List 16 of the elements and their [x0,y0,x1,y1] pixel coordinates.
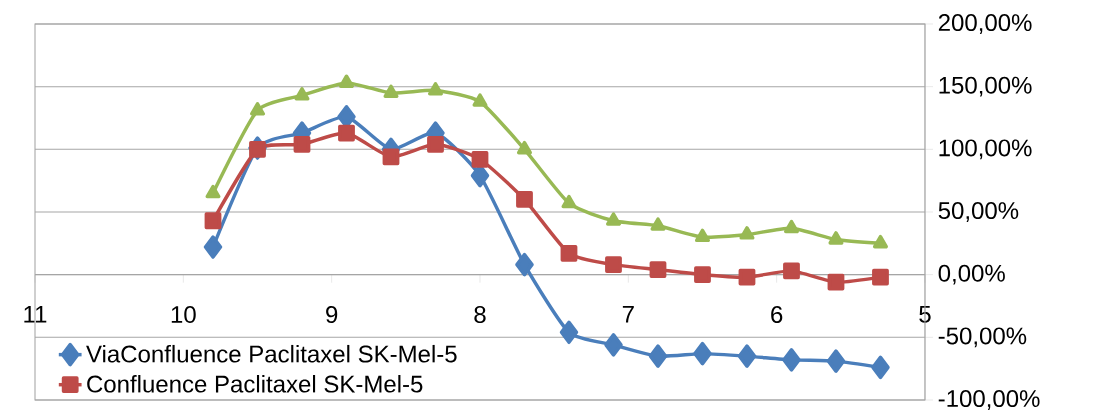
y-tick-label: 150,00% [939,76,1032,97]
y-tick-label: 50,00% [938,202,1019,222]
x-tick-label: 9 [326,306,338,324]
legend-label: ViaConfluence Paclitaxel SK-Mel-5 [86,344,457,363]
y-tick-label: 0,00% [938,264,1005,285]
legend-label: Confluence Paclitaxel SK-Mel-5 [87,374,423,393]
y-tick-label: -100,00% [938,390,1040,410]
x-tick-label: 6 [771,306,783,324]
y-tick-label: 100,00% [939,139,1032,160]
x-tick-label: 10 [171,306,196,324]
x-tick-label: 8 [474,306,486,324]
x-tick-label: 11 [24,306,47,323]
x-tick-label: 7 [622,306,634,323]
y-tick-label: 200,00% [938,14,1032,34]
y-tick-label: -50,00% [938,327,1027,348]
x-tick-label: 5 [919,306,931,323]
